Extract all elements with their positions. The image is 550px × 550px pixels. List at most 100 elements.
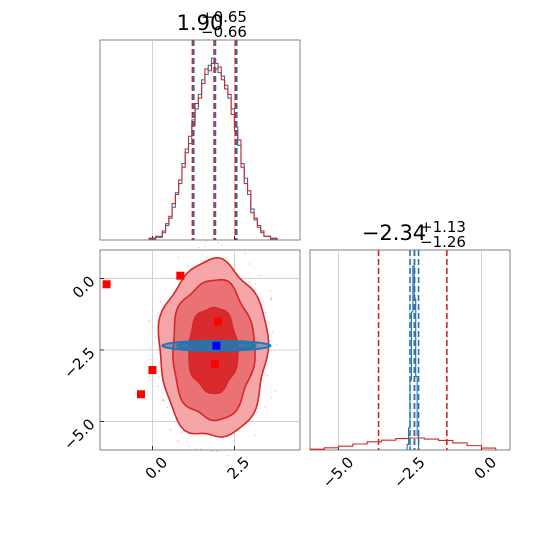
sample-point — [177, 439, 179, 442]
panel-bottom-left: 0.0 2.5 0.0 −2.5 −5.0 — [60, 240, 301, 483]
red-square-marker — [214, 317, 223, 326]
sample-point — [195, 448, 198, 450]
sample-point — [186, 441, 188, 443]
sample-point — [181, 432, 183, 434]
y-tick-label: −5.0 — [60, 415, 98, 453]
sample-point — [156, 315, 159, 317]
sample-point — [152, 309, 154, 311]
panel-bottom-left-x-tick-labels: 0.0 2.5 — [142, 453, 254, 483]
sample-point — [147, 320, 150, 323]
panel-bottom-right-histograms — [309, 265, 497, 450]
x-tick-label: −2.5 — [390, 453, 428, 491]
sample-point — [270, 297, 273, 299]
sample-point — [151, 343, 154, 345]
red-square-marker — [148, 366, 157, 374]
sample-point — [227, 454, 230, 457]
panel-bottom-right: −5.0 −2.5 0.0 −2.34 +1.13 −1.26 — [309, 218, 511, 492]
sample-point — [205, 256, 208, 258]
panel-bottom-right-title-value: −2.34 — [362, 221, 426, 245]
sample-point — [248, 281, 251, 283]
sample-point — [267, 321, 270, 323]
sample-point — [234, 264, 236, 266]
sample-point — [201, 253, 203, 256]
panel-bottom-right-title: −2.34 — [362, 221, 426, 245]
sample-point — [254, 434, 257, 437]
sample-point — [270, 396, 273, 399]
panel-top-left-quantile-lines — [191, 40, 238, 240]
histogram-series-0 — [406, 265, 420, 450]
red-square-marker — [102, 280, 111, 289]
sample-point — [272, 330, 275, 333]
y-tick-label: −2.5 — [60, 344, 98, 382]
sample-point — [253, 289, 256, 291]
sample-point — [256, 411, 258, 414]
sample-point — [154, 336, 157, 338]
x-tick-label: 0.0 — [471, 453, 501, 483]
y-tick-label: 0.0 — [69, 272, 99, 302]
sample-point — [215, 450, 218, 453]
panel-bottom-right-title-plus: +1.13 — [420, 218, 466, 236]
red-square-marker — [136, 390, 145, 399]
sample-point — [198, 246, 201, 249]
sample-point — [162, 399, 164, 402]
sample-point — [204, 245, 206, 248]
panel-top-left-title-plus: +0.65 — [201, 8, 247, 26]
panel-top-left-frame — [99, 39, 301, 241]
sample-point — [158, 376, 160, 378]
sample-point — [264, 312, 267, 315]
sample-point — [209, 436, 212, 439]
x-tick-label: 0.0 — [142, 453, 172, 483]
sample-point — [186, 265, 189, 268]
x-tick-label: −5.0 — [319, 453, 357, 491]
sample-point — [275, 343, 278, 346]
panel-top-left-title-value: 1.90 — [177, 11, 224, 35]
sample-point — [157, 348, 159, 350]
red-square-marker — [210, 360, 219, 369]
sample-point — [260, 275, 262, 277]
sample-point — [248, 263, 251, 265]
sample-point — [166, 406, 168, 408]
panel-bottom-right-title-minus: −1.26 — [420, 233, 466, 251]
sample-point — [163, 399, 165, 402]
sample-point — [216, 241, 219, 244]
sample-point — [254, 283, 257, 285]
sample-point — [266, 374, 269, 377]
panel-top-left-title: 1.90 — [177, 11, 224, 35]
histogram-series-1 — [309, 437, 497, 450]
sample-point — [205, 240, 207, 242]
sample-point — [220, 243, 223, 246]
sample-point — [211, 450, 213, 452]
sample-point — [274, 390, 277, 392]
red-square-marker — [176, 271, 185, 280]
sample-point — [177, 256, 180, 259]
sample-point — [162, 398, 164, 400]
sample-point — [257, 274, 260, 277]
x-tick-label: 2.5 — [224, 453, 254, 483]
sample-point — [159, 301, 162, 303]
panel-top-left-title-minus: −0.66 — [201, 23, 247, 41]
sample-point — [149, 373, 151, 376]
panel-bottom-right-x-tick-labels: −5.0 −2.5 0.0 — [319, 453, 500, 491]
sample-point — [269, 290, 272, 292]
sample-point — [199, 448, 202, 450]
sample-point — [149, 347, 152, 350]
sample-point — [187, 444, 190, 447]
sample-point — [156, 320, 159, 322]
sample-point — [169, 428, 172, 431]
sample-point — [270, 299, 273, 301]
sample-point — [151, 318, 154, 320]
sample-point — [264, 405, 266, 408]
sample-point — [244, 252, 247, 254]
sample-point — [224, 256, 227, 259]
sample-point — [148, 376, 150, 378]
panel-top-left: 1.90 +0.65 −0.66 — [99, 8, 301, 241]
sample-point — [149, 320, 151, 322]
panel-bottom-right-quantile-lines — [377, 250, 448, 450]
panel-bottom-left-markers — [102, 271, 223, 399]
sample-point — [157, 312, 159, 314]
sample-point — [264, 373, 267, 376]
histogram-series-1 — [148, 62, 278, 240]
sample-point — [157, 385, 159, 387]
panel-top-left-histograms — [148, 57, 278, 240]
